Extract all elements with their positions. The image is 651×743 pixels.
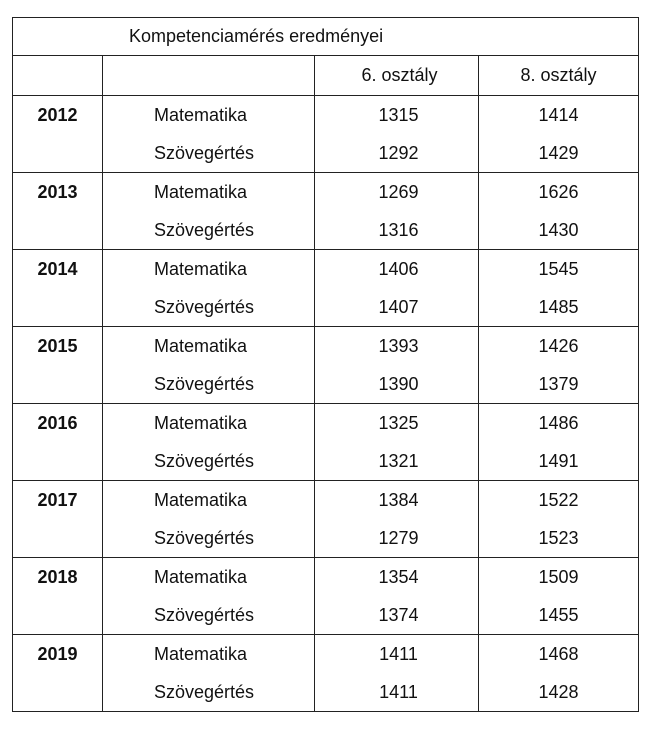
grade8-cell: 1428	[477, 673, 640, 712]
subject-cell: Matematika	[102, 634, 315, 673]
subject-cell: Matematika	[102, 95, 315, 134]
grade8-cell: 1626	[477, 172, 640, 211]
header-row: 6. osztály 8. osztály	[12, 55, 640, 96]
grade6-cell: 1292	[314, 134, 479, 173]
table-row: Szövegértés 1411 1428	[12, 673, 640, 712]
table-row: 2015 Matematika 1393 1426	[12, 326, 640, 365]
year-cell: 2013	[12, 172, 103, 211]
table-row: Szövegértés 1316 1430	[12, 211, 640, 250]
year-cell: 2018	[12, 557, 103, 596]
grade6-cell: 1279	[314, 519, 479, 558]
year-cell	[12, 596, 103, 635]
grade6-cell: 1411	[314, 634, 479, 673]
table-row: 2014 Matematika 1406 1545	[12, 249, 640, 288]
subject-cell: Matematika	[102, 557, 315, 596]
title-row: Kompetenciamérés eredményei	[11, 17, 640, 56]
grade8-cell: 1429	[477, 134, 640, 173]
table-row: Szövegértés 1407 1485	[12, 288, 640, 327]
table-row: 2017 Matematika 1384 1522	[12, 480, 640, 519]
subject-cell: Szövegértés	[102, 673, 315, 712]
grade6-cell: 1354	[314, 557, 479, 596]
table-row: 2018 Matematika 1354 1509	[12, 557, 640, 596]
table-row: Szövegértés 1374 1455	[12, 596, 640, 635]
grade6-cell: 1411	[314, 673, 479, 712]
grade8-cell: 1379	[477, 365, 640, 404]
subject-cell: Matematika	[102, 403, 315, 442]
year-cell	[12, 442, 103, 481]
subject-cell: Matematika	[102, 480, 315, 519]
grade8-cell: 1430	[477, 211, 640, 250]
table-row: Szövegértés 1292 1429	[12, 134, 640, 173]
table-row: Szövegértés 1279 1523	[12, 519, 640, 558]
subject-cell: Matematika	[102, 249, 315, 288]
subject-cell: Szövegértés	[102, 442, 315, 481]
table-row: 2019 Matematika 1411 1468	[12, 634, 640, 673]
subject-cell: Szövegértés	[102, 288, 315, 327]
subject-cell: Matematika	[102, 172, 315, 211]
grade8-cell: 1455	[477, 596, 640, 635]
grade8-cell: 1522	[477, 480, 640, 519]
year-cell: 2014	[12, 249, 103, 288]
grade6-cell: 1384	[314, 480, 479, 519]
year-cell: 2016	[12, 403, 103, 442]
year-cell: 2012	[12, 95, 103, 134]
grade6-cell: 1315	[314, 95, 479, 134]
year-cell	[12, 519, 103, 558]
year-cell	[12, 288, 103, 327]
table-row: 2013 Matematika 1269 1626	[12, 172, 640, 211]
grade8-cell: 1485	[477, 288, 640, 327]
header-subject	[102, 55, 315, 96]
subject-cell: Szövegértés	[102, 134, 315, 173]
grade6-cell: 1390	[314, 365, 479, 404]
year-cell	[12, 673, 103, 712]
table-title: Kompetenciamérés eredményei	[11, 17, 640, 56]
grade6-cell: 1374	[314, 596, 479, 635]
year-cell	[12, 211, 103, 250]
grade6-cell: 1269	[314, 172, 479, 211]
grade8-cell: 1426	[477, 326, 640, 365]
grade8-cell: 1486	[477, 403, 640, 442]
year-cell	[12, 365, 103, 404]
subject-cell: Szövegértés	[102, 211, 315, 250]
grade6-cell: 1406	[314, 249, 479, 288]
grade8-cell: 1491	[477, 442, 640, 481]
subject-cell: Szövegértés	[102, 519, 315, 558]
table-row: Szövegértés 1390 1379	[12, 365, 640, 404]
year-cell: 2017	[12, 480, 103, 519]
grade8-cell: 1509	[477, 557, 640, 596]
grade6-cell: 1407	[314, 288, 479, 327]
table-row: Szövegértés 1321 1491	[12, 442, 640, 481]
grade8-cell: 1545	[477, 249, 640, 288]
grade6-cell: 1325	[314, 403, 479, 442]
subject-cell: Szövegértés	[102, 596, 315, 635]
header-year	[12, 55, 103, 96]
year-cell: 2019	[12, 634, 103, 673]
grade6-cell: 1316	[314, 211, 479, 250]
grade6-cell: 1321	[314, 442, 479, 481]
year-cell	[12, 134, 103, 173]
table-row: 2012 Matematika 1315 1414	[12, 95, 640, 134]
grade8-cell: 1468	[477, 634, 640, 673]
subject-cell: Szövegértés	[102, 365, 315, 404]
results-table: Kompetenciamérés eredményei 6. osztály 8…	[11, 17, 640, 712]
year-cell: 2015	[12, 326, 103, 365]
grade8-cell: 1523	[477, 519, 640, 558]
grade8-cell: 1414	[477, 95, 640, 134]
subject-cell: Matematika	[102, 326, 315, 365]
grade6-cell: 1393	[314, 326, 479, 365]
header-grade8: 8. osztály	[477, 55, 640, 96]
table-row: 2016 Matematika 1325 1486	[12, 403, 640, 442]
header-grade6: 6. osztály	[314, 55, 479, 96]
